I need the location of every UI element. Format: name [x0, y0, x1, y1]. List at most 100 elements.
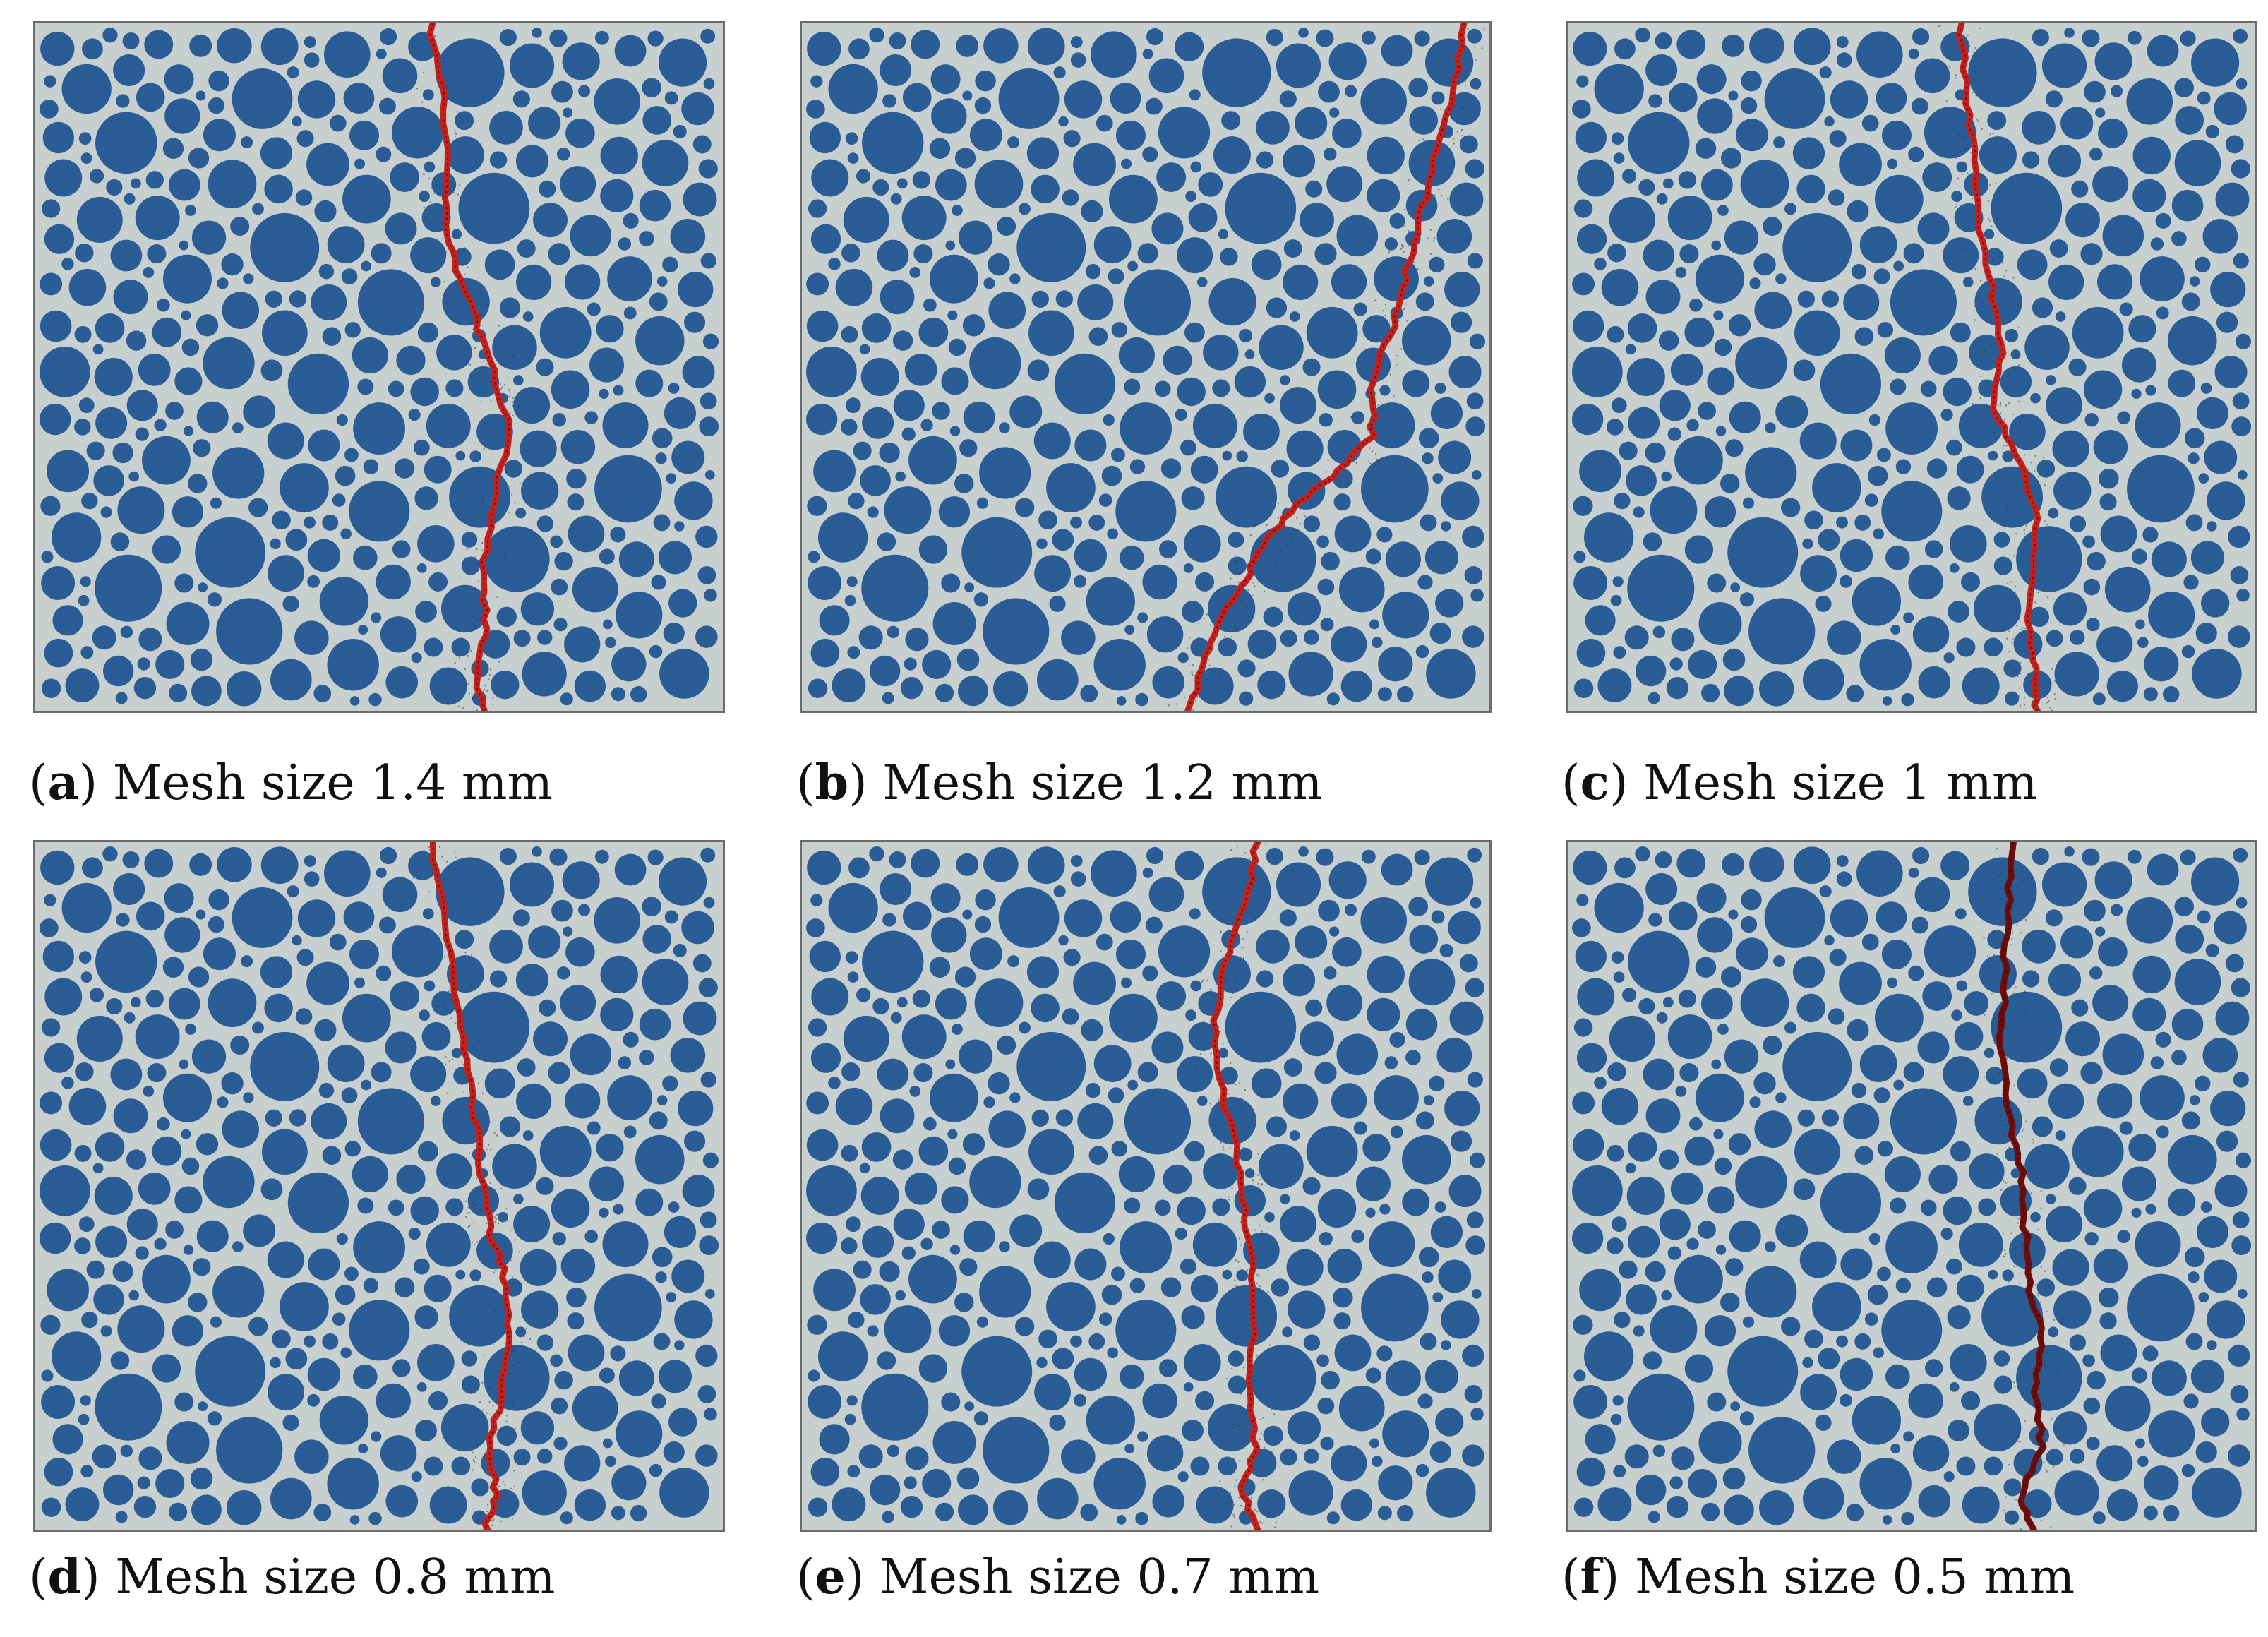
aggregate-particle: [183, 1245, 194, 1255]
aggregate-particle: [168, 169, 200, 201]
panel-d: [33, 840, 725, 1532]
aggregate-particle: [1098, 493, 1112, 508]
damage-speckle: [1271, 1451, 1273, 1453]
damage-speckle: [1255, 908, 1257, 910]
damage-speckle: [486, 363, 488, 365]
damage-speckle: [459, 340, 462, 342]
damage-speckle: [1242, 918, 1244, 920]
damage-speckle: [2046, 640, 2049, 642]
damage-speckle: [1254, 1509, 1256, 1511]
damage-speckle: [472, 500, 474, 502]
aggregate-particle: [52, 605, 83, 636]
panel-a: [33, 21, 725, 713]
aggregate-particle: [1135, 1511, 1148, 1525]
aggregate-particle: [1688, 649, 1717, 680]
aggregate-particle: [1203, 335, 1239, 371]
aggregate-particle: [1470, 1408, 1484, 1421]
aggregate-particle: [1711, 240, 1722, 251]
aggregate-particle: [846, 576, 858, 587]
aggregate-particle: [695, 1344, 718, 1367]
damage-speckle: [2016, 1209, 2019, 1211]
aggregate-particle: [106, 997, 123, 1015]
aggregate-particle: [1633, 1325, 1645, 1337]
damage-speckle: [491, 1083, 493, 1085]
aggregate-particle: [1396, 685, 1414, 703]
damage-speckle: [1208, 1000, 1210, 1003]
aggregate-particle: [1920, 380, 1937, 397]
aggregate-particle: [181, 1129, 191, 1139]
aggregate-particle: [905, 1446, 929, 1470]
crack-line-detail: [1998, 842, 2045, 1530]
aggregate-particle: [594, 1273, 662, 1342]
aggregate-particle: [813, 450, 856, 493]
damage-speckle: [1991, 360, 1993, 363]
aggregate-particle: [1070, 855, 1083, 868]
damage-speckle: [1999, 931, 2001, 933]
aggregate-particle: [166, 602, 210, 645]
aggregate-particle: [698, 159, 718, 179]
caption-text-b: Mesh size 1.2 mm: [882, 755, 1323, 811]
aggregate-particle: [1420, 1333, 1437, 1350]
aggregate-particle: [1802, 1357, 1813, 1369]
aggregate-particle: [847, 1465, 860, 1478]
aggregate-particle: [605, 637, 616, 648]
damage-speckle: [508, 1491, 511, 1493]
aggregate-particle: [429, 667, 467, 705]
aggregate-particle: [1675, 1085, 1687, 1097]
aggregate-particle: [152, 535, 181, 564]
aggregate-particle: [1715, 1245, 1727, 1255]
aggregate-particle: [154, 1237, 167, 1250]
aggregate-particle: [1288, 1290, 1326, 1329]
aggregate-particle: [845, 132, 858, 145]
aggregate-particle: [2128, 1134, 2156, 1162]
aggregate-particle: [2204, 1259, 2238, 1293]
aggregate-particle: [2004, 691, 2020, 706]
aggregate-particle: [357, 1197, 374, 1214]
aggregate-particle: [548, 1062, 570, 1084]
aggregate-particle: [162, 254, 212, 304]
aggregate-particle: [935, 1502, 954, 1521]
aggregate-particle: [807, 850, 841, 885]
aggregate-particle: [869, 655, 901, 687]
damage-speckle: [502, 1217, 504, 1219]
damage-speckle: [2037, 1228, 2039, 1231]
aggregate-particle: [1724, 1494, 1754, 1525]
aggregate-particle: [552, 413, 566, 427]
aggregate-particle: [1031, 1109, 1049, 1127]
aggregate-particle: [157, 1117, 170, 1131]
damage-speckle: [460, 1061, 463, 1063]
aggregate-particle: [1991, 991, 2063, 1063]
aggregate-particle: [880, 280, 915, 315]
aggregate-particle: [572, 1385, 618, 1432]
aggregate-particle: [2231, 978, 2250, 997]
aggregate-particle: [941, 573, 961, 593]
aggregate-particle: [1874, 993, 1924, 1043]
aggregate-particle: [551, 1397, 568, 1415]
aggregate-particle: [295, 189, 313, 206]
damage-speckle: [439, 933, 441, 935]
aggregate-particle: [1351, 411, 1365, 425]
aggregate-particle: [1423, 1095, 1434, 1105]
aggregate-particle: [1009, 1092, 1021, 1103]
aggregate-particle: [1847, 200, 1869, 222]
aggregate-particle: [1287, 1411, 1321, 1445]
mesh-specimen-f: [1568, 842, 2255, 1530]
damage-speckle: [1400, 248, 1403, 250]
damage-speckle: [1199, 638, 1202, 640]
aggregate-particle: [174, 573, 194, 593]
aggregate-particle: [562, 42, 600, 80]
damage-speckle: [1271, 1388, 1273, 1390]
aggregate-particle: [411, 1471, 422, 1482]
damage-speckle: [463, 246, 466, 249]
aggregate-particle: [1236, 450, 1248, 462]
aggregate-particle: [1385, 1360, 1421, 1396]
aggregate-particle: [1431, 910, 1445, 924]
aggregate-particle: [2180, 30, 2196, 47]
aggregate-particle: [517, 1058, 536, 1077]
aggregate-particle: [183, 426, 194, 436]
aggregate-particle: [287, 353, 349, 415]
damage-speckle: [1250, 911, 1252, 913]
aggregate-particle: [1854, 327, 1874, 347]
damage-speckle: [2037, 591, 2039, 594]
damage-speckle: [2007, 570, 2010, 572]
